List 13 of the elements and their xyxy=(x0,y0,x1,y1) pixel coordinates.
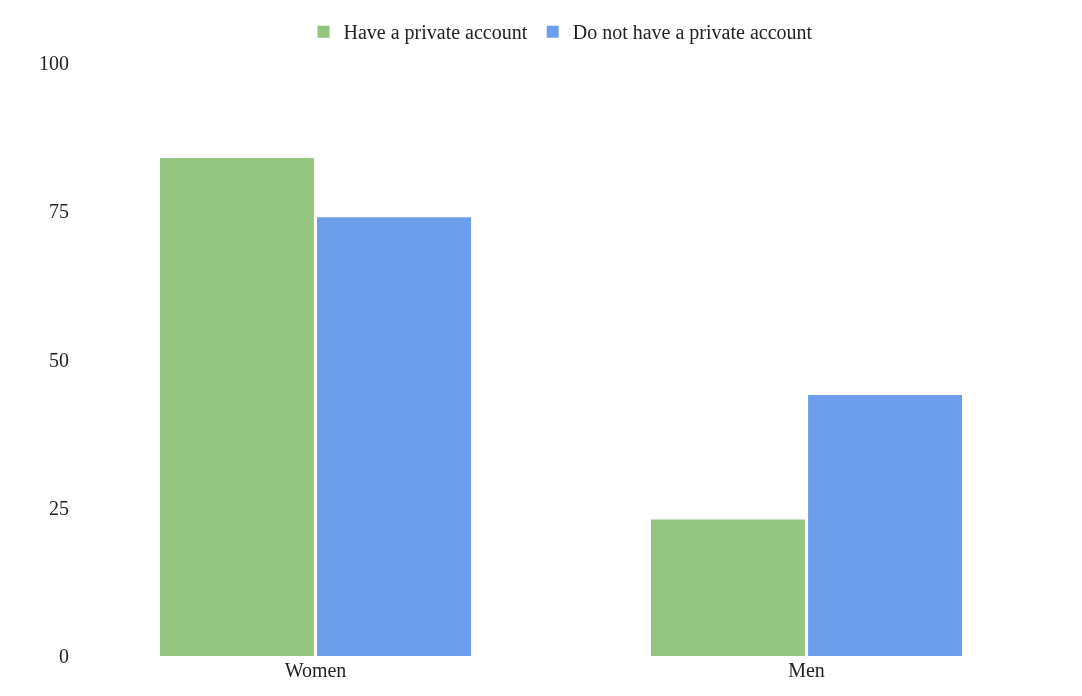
bar xyxy=(317,217,472,656)
y-tick-label: 75 xyxy=(49,200,69,223)
x-tick-label: Women xyxy=(284,659,347,681)
x-tick-label: Men xyxy=(788,659,825,681)
y-tick-label: 0 xyxy=(59,645,69,667)
bar xyxy=(159,157,314,656)
y-tick-label: 25 xyxy=(49,496,69,519)
bar xyxy=(650,519,805,656)
y-tick-label: 50 xyxy=(49,348,69,371)
legend-label: Do not have a private account xyxy=(572,21,813,45)
bar xyxy=(808,395,963,656)
y-tick-label: 100 xyxy=(39,52,69,74)
legend-label: Have a private account xyxy=(343,21,528,45)
